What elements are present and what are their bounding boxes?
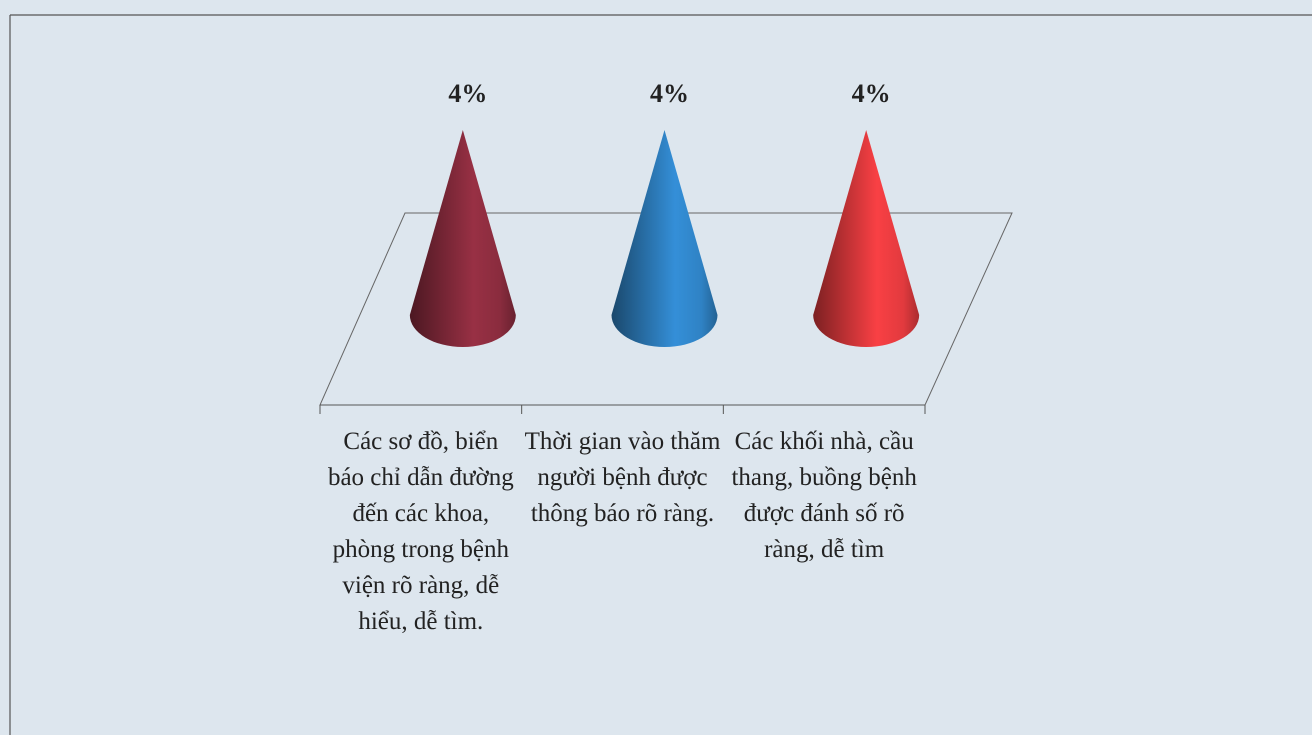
- cone: [813, 130, 920, 347]
- x-tick-label: Thời gian vào thăm người bệnh được thông…: [524, 428, 721, 527]
- x-tick-label: Các sơ đồ, biển báo chỉ dẫn đường đến cá…: [327, 428, 514, 635]
- cone: [409, 130, 516, 347]
- value-label: 4%: [852, 79, 891, 108]
- x-tick-label: Các khối nhà, cầu thang, buồng bệnh được…: [731, 428, 917, 563]
- value-label: 4%: [448, 79, 487, 108]
- cone: [611, 130, 718, 347]
- value-label: 4%: [650, 79, 689, 108]
